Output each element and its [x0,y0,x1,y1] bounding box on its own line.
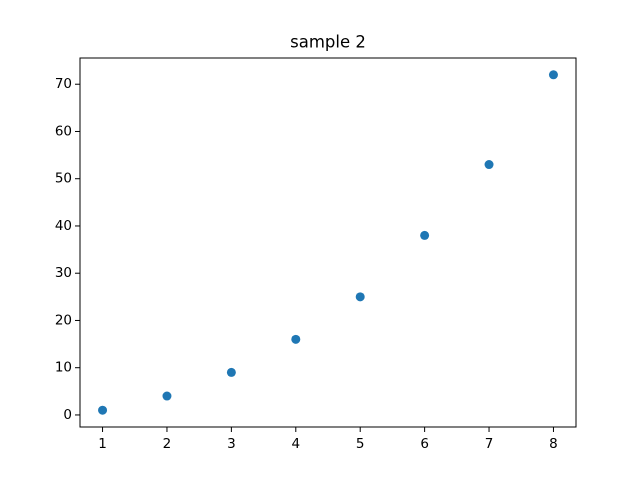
y-tick-label: 20 [55,312,72,328]
point [162,391,172,401]
x-tick-label: 3 [227,436,236,452]
x-tick-label: 8 [549,436,558,452]
point [291,334,301,344]
y-tick-label: 50 [55,171,72,187]
point [420,230,430,240]
point [226,367,236,377]
point [98,405,108,415]
y-tick-label: 70 [55,76,72,92]
x-tick-label: 2 [163,436,172,452]
x-tick-label: 4 [291,436,300,452]
y-tick-label: 60 [55,123,72,139]
point [484,160,494,170]
x-tick-label: 5 [356,436,365,452]
y-tick-label: 10 [55,360,72,376]
y-tick-label: 40 [55,218,72,234]
x-tick-label: 1 [98,436,107,452]
x-tick-label: 7 [485,436,494,452]
y-tick-label: 30 [55,265,72,281]
point [548,70,558,80]
x-tick-label: 6 [420,436,429,452]
axes-frame [79,57,577,428]
point [355,292,365,302]
y-tick-label: 0 [63,407,72,423]
chart-title: sample 2 [290,33,366,52]
